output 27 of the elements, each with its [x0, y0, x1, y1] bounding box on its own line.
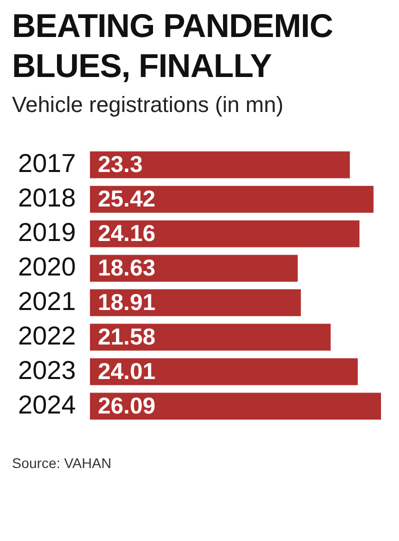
y-tick-label: 2019	[18, 216, 76, 247]
data-label: 18.91	[98, 289, 156, 316]
bar	[90, 220, 360, 248]
bar	[90, 392, 381, 420]
source-note: Source: VAHAN	[12, 455, 112, 471]
data-label: 24.16	[98, 220, 156, 246]
chart-subtitle: Vehicle registrations (in mn)	[12, 92, 284, 118]
bar	[90, 324, 331, 351]
data-label: 21.58	[98, 324, 156, 350]
data-label: 23.3	[98, 151, 143, 178]
data-label: 25.42	[98, 186, 156, 212]
bar	[90, 186, 374, 213]
data-label: 24.01	[98, 358, 156, 384]
y-tick-label: 2024	[18, 389, 76, 420]
bar	[90, 289, 301, 316]
y-tick-label: 2020	[18, 251, 76, 282]
y-tick-label: 2023	[18, 354, 76, 385]
y-tick-label: 2021	[18, 286, 76, 316]
bar	[90, 254, 298, 282]
chart-title: BEATING PANDEMIC BLUES, FINALLY	[12, 6, 334, 86]
y-tick-label: 2022	[18, 320, 76, 350]
data-label: 26.09	[98, 392, 156, 419]
bar	[90, 151, 350, 178]
data-label: 18.63	[98, 254, 156, 281]
bar	[90, 358, 358, 386]
y-tick-label: 2018	[18, 182, 76, 212]
y-tick-label: 2017	[18, 148, 76, 178]
